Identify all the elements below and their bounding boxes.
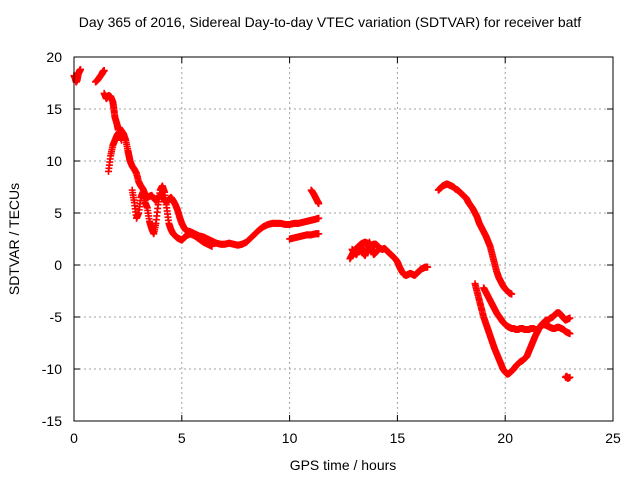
data-point <box>76 65 84 73</box>
data-point <box>315 214 323 222</box>
data-series <box>70 65 574 382</box>
data-point <box>100 67 108 75</box>
data-point <box>208 242 216 250</box>
x-tick-label: 25 <box>605 430 621 446</box>
x-tick-label: 15 <box>390 430 406 446</box>
tick-labels: 0 5 10 15 20 25 -15 -10 -5 0 5 10 15 20 <box>42 49 621 446</box>
y-axis-label: SDTVAR / TECUs <box>6 183 22 295</box>
x-tick-label: 20 <box>497 430 513 446</box>
data-point <box>315 200 323 208</box>
y-tick-label: 20 <box>46 49 62 65</box>
data-point <box>508 290 516 298</box>
data-point <box>117 136 125 144</box>
y-tick-label: -10 <box>42 361 62 377</box>
data-point <box>374 245 382 253</box>
x-tick-label: 10 <box>282 430 298 446</box>
plot-frame <box>73 56 614 422</box>
y-tick-label: -15 <box>42 413 62 429</box>
y-tick-label: 10 <box>46 153 62 169</box>
x-axis-label: GPS time / hours <box>290 457 397 473</box>
data-point <box>424 263 432 271</box>
data-point <box>566 314 574 322</box>
data-point <box>566 330 574 338</box>
axis-ticks <box>73 56 614 422</box>
y-tick-label: 0 <box>54 257 62 273</box>
x-tick-label: 0 <box>70 430 78 446</box>
x-tick-label: 5 <box>178 430 186 446</box>
y-tick-label: 15 <box>46 101 62 117</box>
y-tick-label: -5 <box>50 309 63 325</box>
y-tick-label: 5 <box>54 205 62 221</box>
data-point <box>566 373 574 381</box>
data-point <box>315 230 323 238</box>
chart-title: Day 365 of 2016, Sidereal Day-to-day VTE… <box>79 14 582 30</box>
